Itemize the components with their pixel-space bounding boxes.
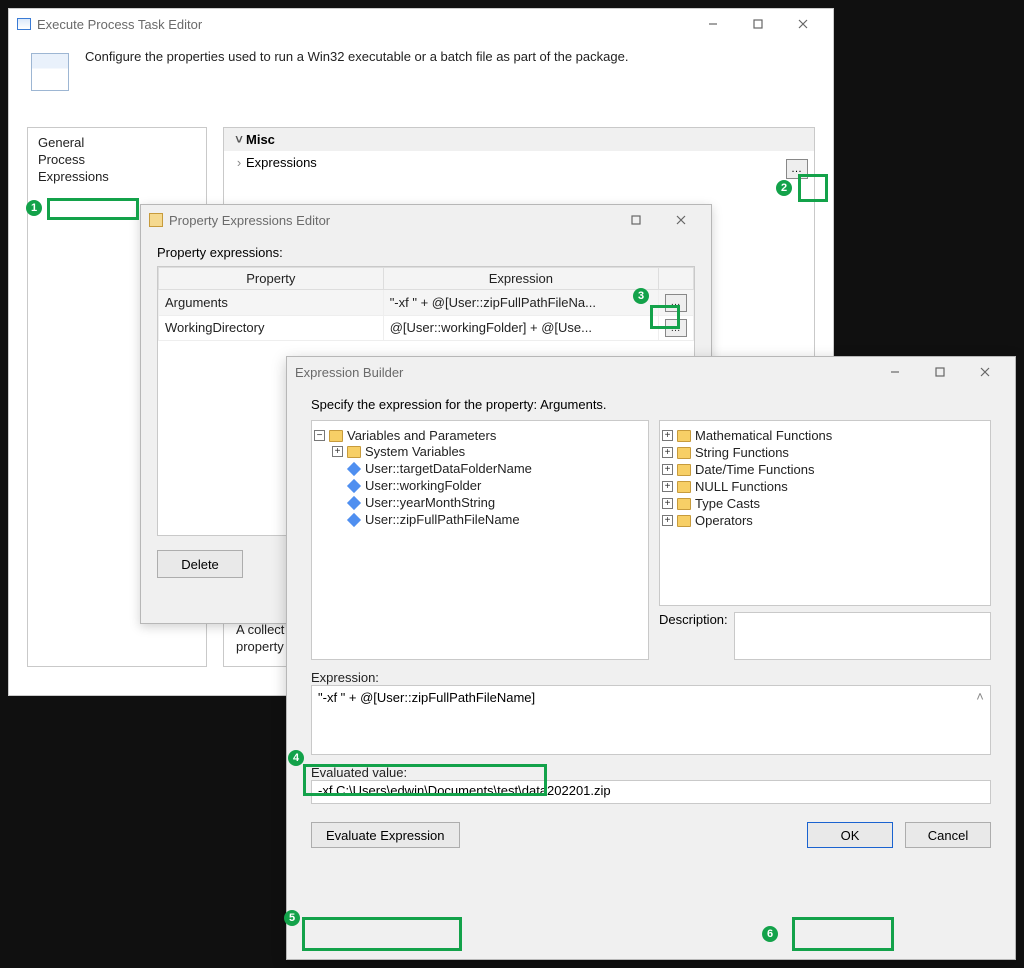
tree-func[interactable]: Mathematical Functions [695, 428, 832, 443]
window-icon [17, 18, 31, 30]
tree-func[interactable]: NULL Functions [695, 479, 788, 494]
tree-var[interactable]: User::targetDataFolderName [365, 461, 532, 476]
cell-prop: WorkingDirectory [159, 315, 384, 341]
tree-func[interactable]: String Functions [695, 445, 789, 460]
description-box[interactable] [734, 612, 991, 660]
table-row[interactable]: WorkingDirectory @[User::workingFolder] … [159, 315, 694, 341]
tree-func[interactable]: Date/Time Functions [695, 462, 814, 477]
expand-icon[interactable]: + [662, 464, 673, 475]
folder-icon [677, 498, 691, 510]
win2-titlebar[interactable]: Property Expressions Editor [141, 205, 711, 235]
minimize-button[interactable] [690, 9, 735, 39]
evaluated-value: -xf C:\Users\edwin\Documents\test\data20… [318, 783, 611, 798]
sidebar-item-expressions[interactable]: Expressions [38, 169, 109, 184]
evaluated-label: Evaluated value: [311, 765, 991, 780]
chevron-down-icon: ˅ [232, 132, 246, 147]
tree-root-label: Variables and Parameters [347, 428, 496, 443]
chevron-right-icon: › [232, 155, 246, 170]
maximize-button[interactable] [613, 205, 658, 235]
col-property[interactable]: Property [159, 268, 384, 290]
cell-prop: Arguments [159, 290, 384, 316]
editor-icon [149, 213, 163, 227]
functions-tree[interactable]: + Mathematical Functions + String Functions… [659, 420, 991, 606]
tree-var[interactable]: User::workingFolder [365, 478, 481, 493]
property-expressions-label: Property expressions: [157, 245, 695, 260]
callout-badge-5: 5 [284, 910, 300, 926]
expand-icon[interactable]: + [662, 481, 673, 492]
expression-builder-window: Expression Builder Specify the expressio… [286, 356, 1016, 960]
folder-icon [677, 464, 691, 476]
tree-func[interactable]: Type Casts [695, 496, 760, 511]
folder-icon [347, 446, 361, 458]
cancel-button[interactable]: Cancel [905, 822, 991, 848]
grid-expressions-row[interactable]: › Expressions [224, 151, 814, 174]
close-button[interactable] [962, 357, 1007, 387]
variables-tree[interactable]: − Variables and Parameters + System Variab… [311, 420, 649, 660]
variable-icon [347, 495, 361, 509]
cell-expr: @[User::workingFolder] + @[Use... [383, 315, 658, 341]
grid-section-label: Misc [246, 132, 275, 147]
folder-icon [677, 447, 691, 459]
expression-label: Expression: [311, 670, 991, 685]
win1-description: Configure the properties used to run a W… [85, 49, 628, 64]
expression-textbox[interactable]: "-xf " + @[User::zipFullPathFileName] ˄ [311, 685, 991, 755]
task-icon [31, 53, 69, 91]
maximize-button[interactable] [917, 357, 962, 387]
evaluated-textbox: -xf C:\Users\edwin\Documents\test\data20… [311, 780, 991, 804]
evaluate-button[interactable]: Evaluate Expression [311, 822, 460, 848]
expression-value: "-xf " + @[User::zipFullPathFileName] [318, 690, 535, 705]
table-row[interactable]: Arguments "-xf " + @[User::zipFullPathFi… [159, 290, 694, 316]
minimize-button[interactable] [872, 357, 917, 387]
folder-icon [677, 430, 691, 442]
row-browse-button[interactable]: … [665, 319, 687, 337]
collapse-icon[interactable]: − [314, 430, 325, 441]
grid-expressions-label: Expressions [246, 155, 317, 170]
callout-badge-1: 1 [26, 200, 42, 216]
grid-section-row[interactable]: ˅ Misc [224, 128, 814, 151]
folder-icon [329, 430, 343, 442]
win1-title: Execute Process Task Editor [37, 17, 202, 32]
expand-icon[interactable]: + [662, 515, 673, 526]
callout-badge-6: 6 [762, 926, 778, 942]
callout-badge-2: 2 [776, 180, 792, 196]
expressions-browse-button[interactable]: … [786, 159, 808, 179]
variable-icon [347, 478, 361, 492]
folder-icon [677, 515, 691, 527]
win3-title: Expression Builder [295, 365, 403, 380]
tree-system-vars[interactable]: System Variables [365, 444, 465, 459]
sidebar-item-process[interactable]: Process [38, 151, 196, 168]
sidebar-item-general[interactable]: General [38, 134, 196, 151]
win3-titlebar[interactable]: Expression Builder [287, 357, 1015, 387]
tree-var[interactable]: User::zipFullPathFileName [365, 512, 520, 527]
builder-prompt: Specify the expression for the property:… [311, 397, 991, 412]
delete-button[interactable]: Delete [157, 550, 243, 578]
expand-icon[interactable]: + [662, 498, 673, 509]
col-expression[interactable]: Expression [383, 268, 658, 290]
callout-badge-3: 3 [633, 288, 649, 304]
maximize-button[interactable] [735, 9, 780, 39]
win2-title: Property Expressions Editor [169, 213, 330, 228]
tree-var[interactable]: User::yearMonthString [365, 495, 495, 510]
variable-icon [347, 461, 361, 475]
callout-badge-4: 4 [288, 750, 304, 766]
variable-icon [347, 512, 361, 526]
tree-func[interactable]: Operators [695, 513, 753, 528]
close-button[interactable] [658, 205, 703, 235]
row-browse-button[interactable]: … [665, 294, 687, 312]
expand-icon[interactable]: + [662, 430, 673, 441]
expand-icon[interactable]: + [332, 446, 343, 457]
expand-icon[interactable]: + [662, 447, 673, 458]
ok-button[interactable]: OK [807, 822, 893, 848]
description-label: Description: [659, 612, 728, 627]
close-button[interactable] [780, 9, 825, 39]
cell-expr: "-xf " + @[User::zipFullPathFileNa... [383, 290, 658, 316]
win1-titlebar[interactable]: Execute Process Task Editor [9, 9, 833, 39]
folder-icon [677, 481, 691, 493]
scroll-up-icon[interactable]: ˄ [972, 688, 988, 704]
